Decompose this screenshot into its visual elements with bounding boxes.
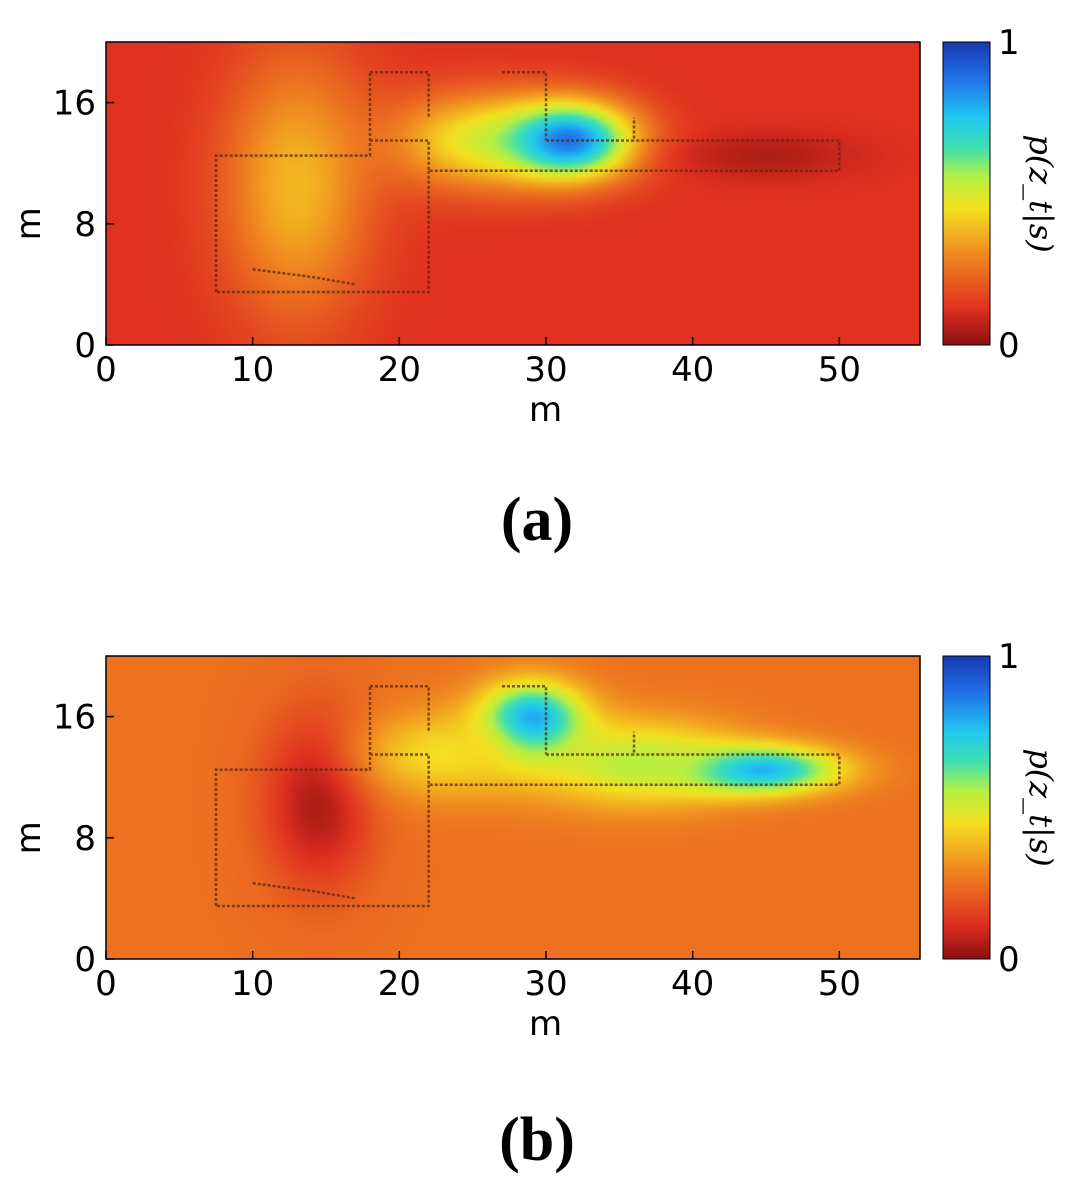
colorbar <box>942 655 991 960</box>
map-walls <box>214 71 841 294</box>
wall-segment <box>214 686 372 906</box>
y-tick-label: 0 <box>74 326 96 366</box>
x-tick-label: 30 <box>524 964 567 1004</box>
x-tick-label: 20 <box>378 964 421 1004</box>
panel-label: (a) <box>501 486 573 554</box>
x-tick-label: 40 <box>671 964 714 1004</box>
y-tick-label: 8 <box>74 819 96 859</box>
colorbar-label: p(z_t|s) <box>1022 748 1060 866</box>
plot-frame <box>105 41 921 346</box>
plot-frame <box>105 655 921 960</box>
x-tick-label: 40 <box>671 350 714 390</box>
heatmap-image <box>106 656 920 959</box>
x-tick-label: 50 <box>818 350 861 390</box>
colorbar <box>942 41 991 346</box>
y-tick-label: 0 <box>74 940 96 980</box>
x-tick-label: 50 <box>818 964 861 1004</box>
colorbar-label: p(z_t|s) <box>1022 134 1060 252</box>
y-tick-label: 16 <box>53 84 96 124</box>
map-walls <box>214 685 841 908</box>
x-tick-label: 0 <box>95 350 117 390</box>
heatmap-image <box>106 42 920 345</box>
x-tick-label: 10 <box>231 964 274 1004</box>
colorbar-min-label: 0 <box>998 326 1020 366</box>
y-axis-label: m <box>9 207 49 240</box>
y-tick-label: 8 <box>74 205 96 245</box>
colorbar-max-label: 1 <box>998 23 1020 63</box>
y-tick-label: 16 <box>53 698 96 738</box>
x-tick-label: 30 <box>524 350 567 390</box>
wall-segment <box>214 72 372 292</box>
wall-segment <box>216 170 430 294</box>
colorbar-max-label: 1 <box>998 637 1020 677</box>
wall-segment <box>216 784 430 908</box>
x-axis-label: m <box>529 1004 562 1044</box>
x-axis-label: m <box>529 390 562 430</box>
x-tick-label: 10 <box>231 350 274 390</box>
colorbar-min-label: 0 <box>998 940 1020 980</box>
x-tick-label: 20 <box>378 350 421 390</box>
wall-segment <box>546 731 636 756</box>
y-axis-label: m <box>9 821 49 854</box>
x-tick-label: 0 <box>95 964 117 1004</box>
panel-label: (b) <box>499 1106 575 1174</box>
wall-segment <box>546 117 636 142</box>
